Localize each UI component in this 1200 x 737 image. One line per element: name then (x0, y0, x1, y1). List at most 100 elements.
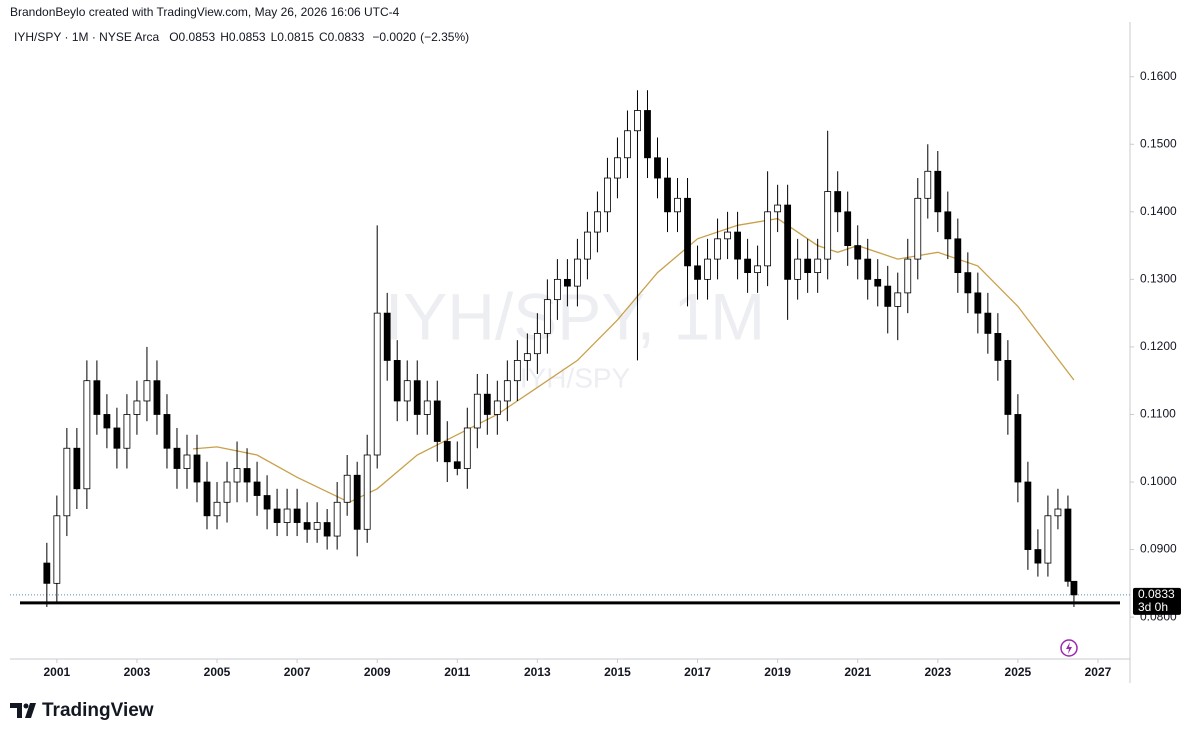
candle-body (173, 447, 181, 469)
ohlc-key: L (271, 30, 278, 44)
candle-body (203, 481, 211, 517)
candle-body (1064, 508, 1072, 582)
candle-body (734, 231, 741, 260)
candle-body (363, 454, 371, 530)
y-tick-label: 0.1100 (1140, 407, 1176, 421)
alert-icon[interactable] (1060, 639, 1078, 657)
candle-body (343, 474, 351, 503)
brand: TradingView (42, 700, 154, 721)
ohlc-close: 0.0833 (328, 30, 365, 44)
candle-body (493, 400, 501, 415)
candle-body (614, 157, 621, 179)
candle-body (143, 380, 151, 402)
candle-body (914, 197, 922, 260)
x-tick-label: 2027 (1085, 665, 1112, 679)
x-tick-label: 2013 (524, 665, 551, 679)
x-tick-label: 2019 (764, 665, 791, 679)
candle-body (553, 278, 561, 301)
candle-body (904, 258, 912, 294)
candle-body (714, 238, 721, 260)
candle-body (93, 380, 101, 415)
watermark-sub: IYH/SPY (520, 362, 631, 393)
y-tick-label: 0.1200 (1140, 339, 1177, 353)
candle-body (43, 562, 51, 584)
candle-body (1004, 360, 1012, 415)
ohlc-high: 0.0853 (229, 30, 266, 44)
x-tick-label: 2017 (684, 665, 711, 679)
candle-body (754, 265, 762, 274)
candle-body (323, 522, 331, 537)
x-tick-label: 2023 (924, 665, 951, 679)
alert-bolt (1066, 642, 1072, 654)
candle-body (53, 515, 61, 584)
candle-body (213, 501, 221, 517)
candle-body (283, 508, 291, 523)
candle-body (383, 312, 391, 361)
candle-body (604, 177, 611, 213)
candle-body (594, 211, 601, 233)
x-tick-label: 2009 (364, 665, 391, 679)
candle-body (133, 400, 141, 415)
candle-body (794, 258, 802, 280)
candle-body (634, 110, 641, 132)
candle-body (744, 258, 751, 274)
y-tick-label: 0.1000 (1140, 474, 1177, 488)
moving-average (192, 217, 1075, 504)
x-tick-label: 2011 (444, 665, 470, 679)
x-tick-label: 2021 (844, 665, 871, 679)
candle-body (724, 231, 731, 240)
separator: · (61, 30, 72, 44)
candle-body (764, 211, 772, 267)
candle-body (513, 360, 521, 382)
ohlc-key: H (220, 30, 229, 44)
exchange: NYSE Arca (99, 30, 159, 44)
candle-body (684, 197, 691, 267)
candle-body (674, 197, 681, 213)
candle-body (153, 380, 161, 415)
separator: · (88, 30, 99, 44)
change: −0.0020 (372, 30, 416, 44)
candle-body (1054, 508, 1062, 517)
candle-body (113, 427, 121, 449)
candle-body (874, 278, 882, 287)
candle-body (1014, 414, 1022, 483)
candle-body (543, 299, 551, 334)
x-tick-label: 2007 (284, 665, 311, 679)
x-tick-label: 2015 (604, 665, 631, 679)
candle-body (824, 191, 832, 260)
candle-body (884, 285, 892, 307)
candle-body (974, 292, 982, 314)
candle-body (483, 393, 491, 415)
price-tag-countdown: 3d 0h (1138, 600, 1168, 614)
price-tag (1133, 587, 1181, 615)
candle-body (463, 427, 471, 469)
candle-body (563, 278, 571, 287)
candle-body (453, 461, 461, 469)
candle-body (523, 353, 531, 361)
change-pct: (−2.35%) (420, 30, 469, 44)
legend: IYH/SPY · 1M · NYSE Arca O0.0853 H0.0853 L0… (14, 30, 469, 44)
candle-body (243, 468, 251, 483)
watermark: IYH/SPY, 1M (385, 279, 765, 353)
candle-body (353, 474, 361, 530)
candle-body (473, 393, 481, 429)
candle-body (123, 414, 131, 449)
candle-body (924, 170, 932, 199)
candle-body (303, 522, 311, 530)
candle-body (183, 454, 191, 469)
candle-body (313, 522, 321, 530)
candle-body (273, 508, 281, 523)
candle-body (704, 258, 711, 280)
candle-body (403, 380, 411, 402)
candle-body (533, 333, 541, 355)
candle-body (844, 211, 852, 246)
ohlc-key: C (319, 30, 328, 44)
candle-body (433, 400, 441, 442)
candle-body (804, 258, 812, 274)
candle-body (83, 380, 91, 490)
candle-body (644, 110, 651, 159)
symbol: IYH/SPY (14, 30, 61, 44)
x-tick-label: 2003 (124, 665, 151, 679)
interval: 1M (72, 30, 89, 44)
